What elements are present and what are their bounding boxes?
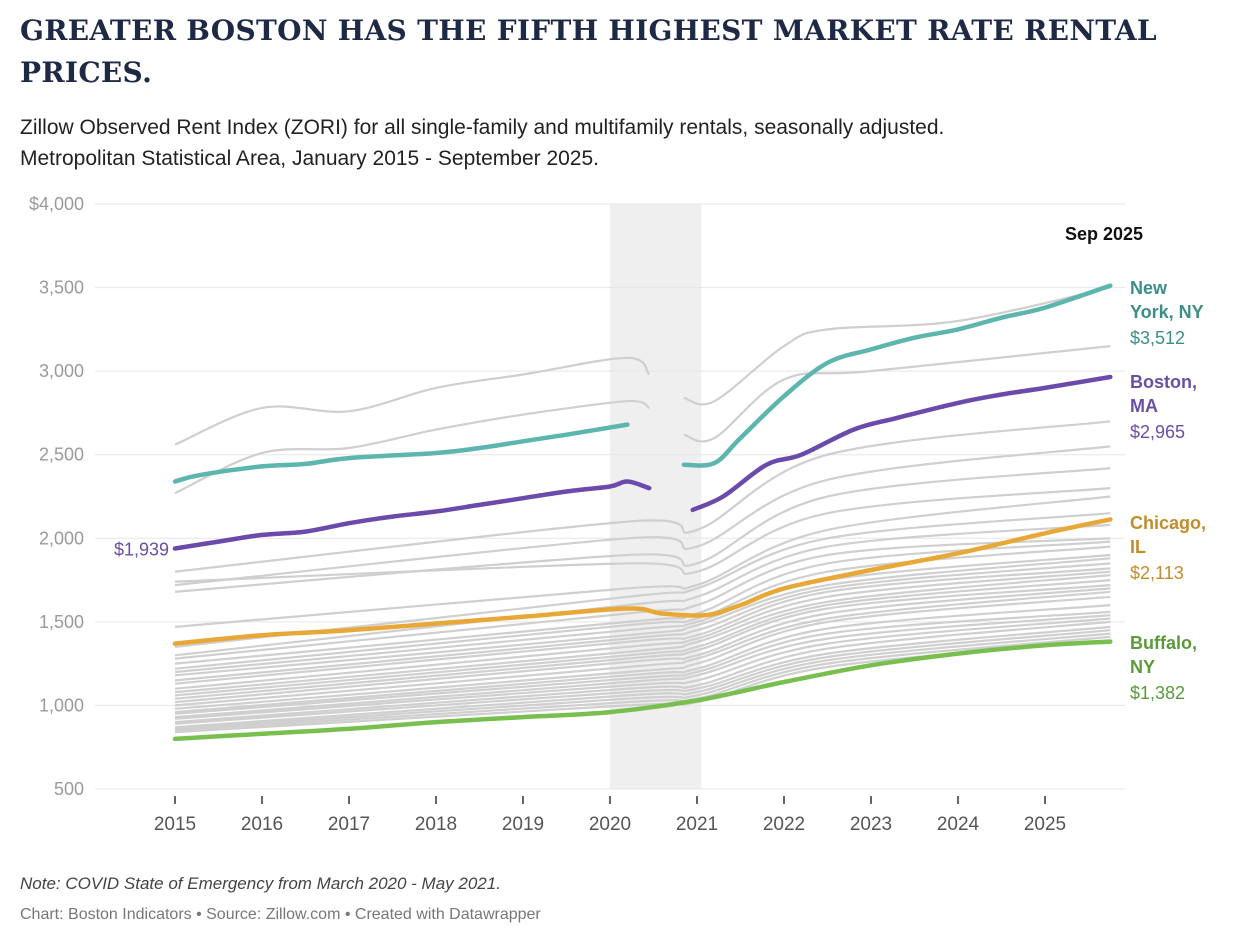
other-metro-line [174,579,1111,697]
other-metro-line [174,567,1111,685]
end-label-name-boston: MA [1130,396,1158,416]
other-metro-line [174,629,1111,729]
y-tick-label: 2,500 [39,445,84,465]
other-metro-line [174,495,1111,628]
other-metro-line [174,445,1111,587]
x-tick-label: 2019 [502,814,544,835]
end-label-name-buffalo: Buffalo, [1130,633,1197,653]
x-tick-label: 2022 [763,814,805,835]
other-metro-line [174,584,1111,700]
end-label-name-boston: Boston, [1130,372,1197,392]
x-tick-label: 2021 [676,814,718,835]
other-metro-line [174,356,651,446]
other-metro-line [174,604,1111,714]
x-tick-label: 2018 [415,814,457,835]
chart-title: GREATER BOSTON HAS THE FIFTH HIGHEST MAR… [20,14,1157,89]
x-tick-label: 2023 [850,814,892,835]
x-tick-label: 2017 [328,814,370,835]
end-label-name-buffalo: NY [1130,657,1155,677]
other-metro-line [174,587,1111,704]
other-metro-line [174,562,1111,682]
series-line-buffalo [172,639,1113,742]
y-tick-label: $4,000 [29,194,84,214]
other-metro-line [174,625,1111,725]
chart-credit: Chart: Boston Indicators • Source: Zillo… [20,906,541,923]
x-tick-label: 2024 [937,814,980,835]
series-line-new [681,283,1113,468]
y-tick-label: 1,500 [39,612,84,632]
other-metro-line [683,345,1111,443]
other-metro-line [174,553,1111,674]
other-metro-line [174,487,1111,583]
x-tick-label: 2020 [589,814,631,835]
other-metro-line [174,557,1111,677]
series-line-boston [690,374,1113,513]
other-metro-line [174,620,1111,724]
other-metro-line [174,523,1111,657]
other-metro-line [174,614,1111,719]
end-label-value-buffalo: $1,382 [1130,683,1185,703]
end-label-value-boston: $2,965 [1130,422,1185,442]
other-metro-line [174,512,1111,648]
series-line-boston [172,479,652,551]
chart-subtitle: Zillow Observed Rent Index (ZORI) for al… [20,112,1240,174]
end-label-value-new: $3,512 [1130,328,1185,348]
y-tick-label: 3,000 [39,361,84,381]
other-metro-line [174,617,1111,720]
end-label-header: Sep 2025 [1065,224,1143,244]
other-metro-line [174,400,650,495]
y-tick-label: 1,000 [39,695,84,715]
other-metro-line [174,590,1111,707]
other-metro-line [174,610,1111,715]
y-tick-label: 500 [54,779,84,799]
other-metro-line [174,537,1111,660]
end-label-name-chicago: IL [1130,537,1146,557]
end-label-name-new: New [1130,278,1168,298]
end-label-name-chicago: Chicago, [1130,513,1206,533]
other-metro-line [174,632,1111,730]
end-label-name-new: York, NY [1130,302,1204,322]
series-line-new [172,422,630,484]
other-metro-line [683,286,1111,406]
other-metro-line [174,574,1111,694]
end-label-value-chicago: $2,113 [1130,563,1184,583]
start-annotation-boston: $1,939 [114,539,169,559]
other-metro-line [174,570,1111,690]
series-line-chicago [172,517,1113,646]
y-tick-label: 3,500 [39,278,84,298]
other-metro-line [174,420,1111,573]
other-metro-line [174,595,1111,710]
x-tick-label: 2016 [241,814,283,835]
subtitle-line-2: Metropolitan Statistical Area, January 2… [20,147,599,170]
x-tick-label: 2015 [154,814,196,835]
subtitle-line-1: Zillow Observed Rent Index (ZORI) for al… [20,116,945,139]
x-tick-label: 2025 [1024,814,1066,835]
chart-note: Note: COVID State of Emergency from Marc… [20,874,501,893]
y-tick-label: 2,000 [39,528,84,548]
